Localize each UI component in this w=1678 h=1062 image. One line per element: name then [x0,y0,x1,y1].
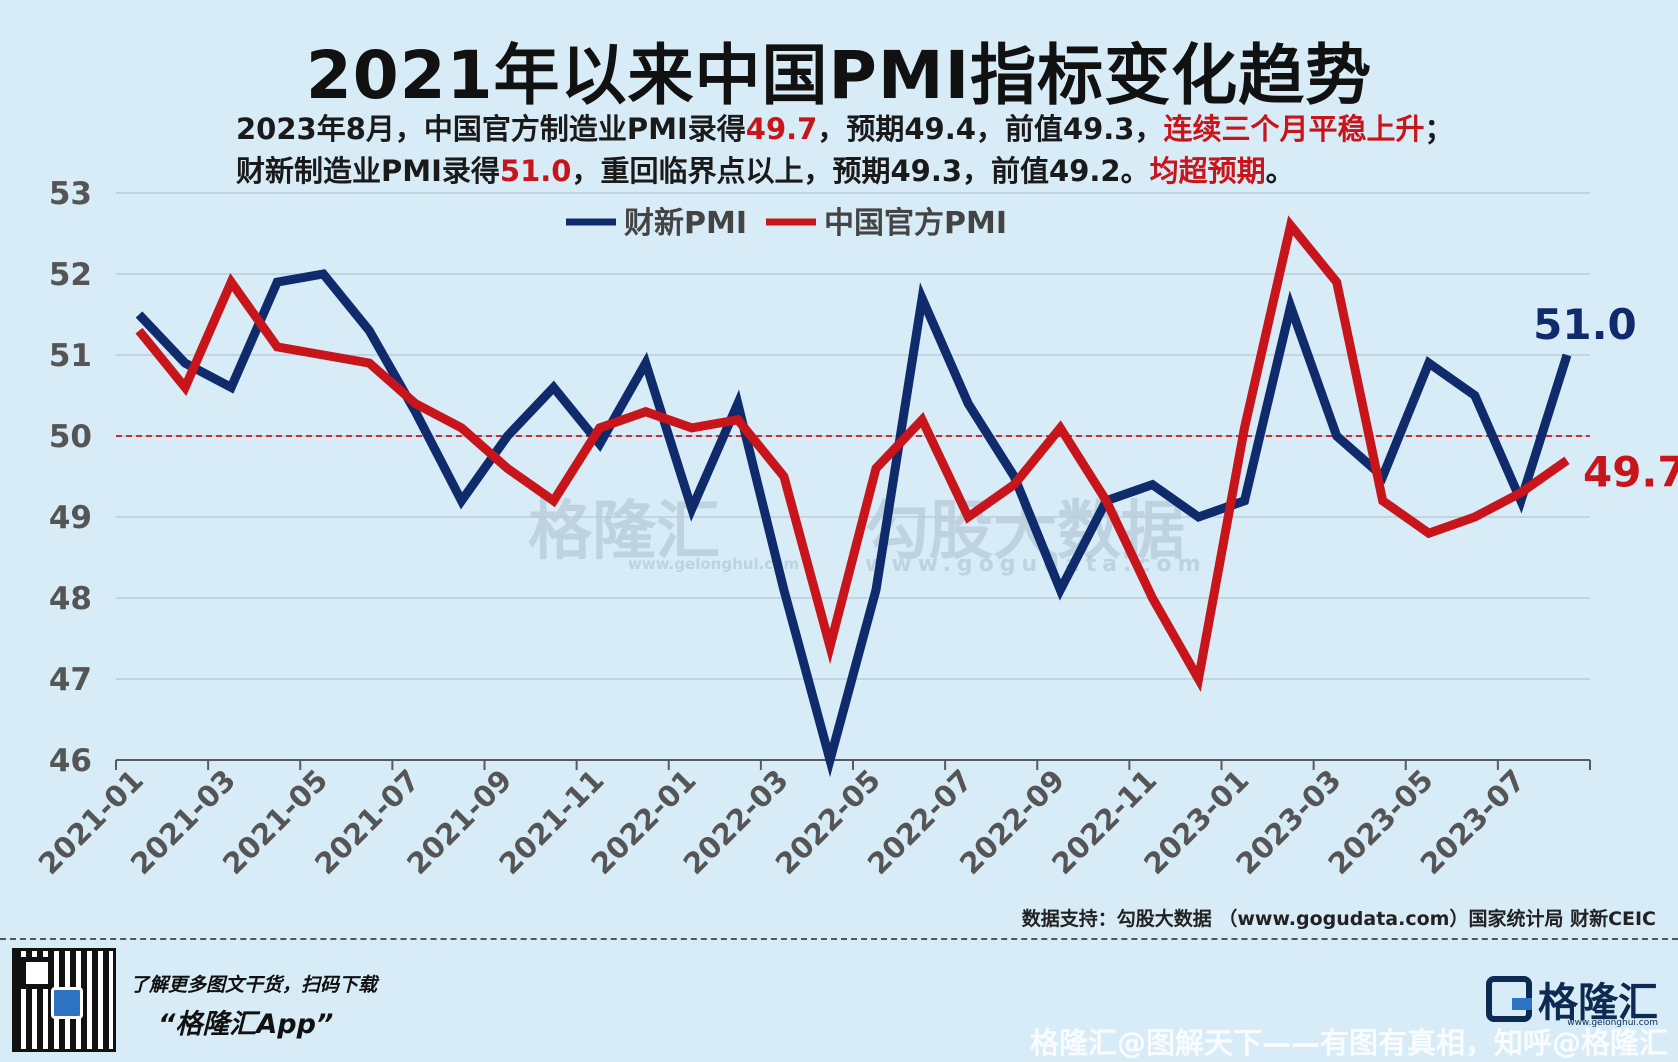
watermark-url-1: www.gelonghui.com [628,555,800,573]
subtitle-line-2: 财新制造业PMI录得51.0，重回临界点以上，预期49.3，前值49.2。均超预… [236,148,1295,190]
end-label-caixin: 51.0 [1533,300,1637,349]
series-line-official [135,215,1570,692]
y-tick-label: 46 [49,743,92,779]
legend-label-caixin: 财新PMI [624,206,747,241]
pmi-line-chart: 46474849505152532021-012021-032021-05202… [32,176,1678,881]
footer-divider [0,938,1678,940]
data-source: 数据支持：勾股大数据 （www.gogudata.com）国家统计局 财新CEI… [1021,908,1656,930]
grid-layer [116,192,1590,680]
subtitle-2-text-e: 。 [1265,154,1295,188]
subtitle-2-text-c: ，重回临界点以上，预期49.3，前值49.2。 [571,154,1150,188]
subtitle-2-highlight: 均超预期 [1149,154,1266,188]
series-layer [135,215,1572,778]
subtitle-2-text-a: 财新制造业PMI录得 [236,154,500,188]
brand-url: www.gelonghui.com [1567,1018,1658,1028]
subtitle-line-1: 2023年8月，中国官方制造业PMI录得49.7，预期49.4，前值49.3，连… [236,106,1454,148]
y-tick-label: 50 [49,419,92,455]
y-tick-label: 49 [49,500,92,536]
y-tick-label: 52 [49,257,92,293]
y-tick-label: 51 [49,338,92,374]
subtitle-1-text-a: 2023年8月，中国官方制造业PMI录得 [236,112,746,146]
promo-text: 了解更多图文干货，扫码下载 [130,974,378,996]
y-tick-label: 53 [49,176,92,212]
axis-layer: 46474849505152532021-012021-032021-05202… [32,176,1591,881]
page-title: 2021年以来中国PMI指标变化趋势 [305,37,1373,114]
legend-label-official: 中国官方PMI [824,206,1007,241]
brand-logo: 格隆汇 www.gelonghui.com [1486,970,1658,1028]
subtitle-1-text-e: ； [1424,112,1454,146]
label-layer: 51.0 49.7 [1533,300,1678,496]
subtitle-1-text-c: ，预期49.4，前值49.3， [817,112,1164,146]
subtitle-2-caixin-value: 51.0 [499,154,572,188]
qr-code-icon[interactable] [12,948,116,1052]
end-label-official: 49.7 [1583,447,1678,496]
y-tick-label: 47 [49,662,92,698]
chart-legend: 财新PMI 中国官方PMI [566,206,1007,241]
logo-g-icon [1486,976,1532,1022]
subtitle-1-official-value: 49.7 [745,112,818,146]
bottom-watermark: 格隆汇@图解天下——有图有真相，知呼@格隆汇 [1029,1026,1668,1060]
series-line-caixin [135,269,1572,778]
brand-name: 格隆汇 [1538,980,1658,1026]
promo-app-name: “格隆汇App” [158,1009,334,1040]
y-tick-label: 48 [49,581,92,617]
subtitle-1-highlight: 连续三个月平稳上升 [1163,112,1425,146]
